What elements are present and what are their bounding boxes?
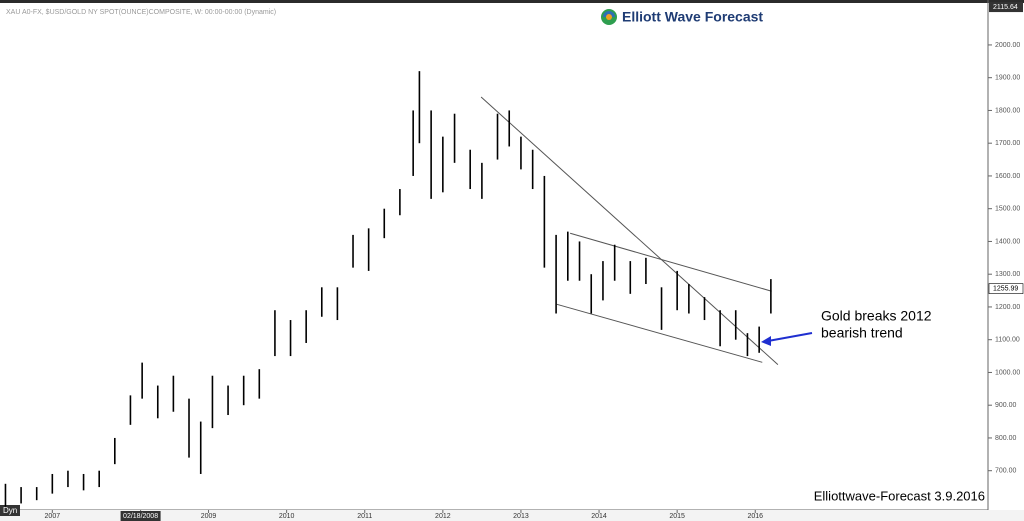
y-tick-label: 1600.00 [995,173,1020,180]
y-tick-label: 1000.00 [995,369,1020,376]
y-tick-label: 1900.00 [995,75,1020,82]
y-tick-label: 1200.00 [995,304,1020,311]
trendline [556,303,763,363]
annotation: bearish trend [821,325,903,341]
price-label: 2115.64 [993,4,1018,11]
y-tick-label: 1700.00 [995,140,1020,147]
x-highlight-box [120,511,161,521]
y-tick-label: 1100.00 [995,337,1020,344]
corner-box [0,505,20,516]
y-tick-label: 1300.00 [995,271,1020,278]
trendline [570,232,772,292]
trendline [480,96,779,365]
corner-label: Dyn [3,506,17,515]
x-tick-label: 2009 [201,513,217,520]
x-tick-label: 02/18/2008 [123,513,158,520]
x-tick-label: 2007 [45,513,61,520]
top-border [0,0,1024,3]
x-tick-label: 2015 [669,513,685,520]
logo-text: Elliott Wave Forecast [622,9,763,25]
price-label-box [989,2,1023,13]
y-tick-label: 1800.00 [995,107,1020,114]
y-tick-label: 800.00 [995,435,1017,442]
x-tick-label: 2014 [591,513,607,520]
x-tick-label: 2010 [279,513,295,520]
y-tick-label: 900.00 [995,402,1017,409]
x-tick-label: 2012 [435,513,451,520]
x-tick-label: 2013 [513,513,529,520]
annotation-arrow [761,332,813,346]
price-label: 1255.99 [993,285,1018,292]
y-tick-label: 1500.00 [995,206,1020,213]
x-axis-band [0,510,1024,521]
y-tick-label: 2000.00 [995,42,1020,49]
x-tick-label: 2011 [357,513,372,520]
price-label-box [988,283,1024,294]
header: XAU A0-FX, $USD/GOLD NY SPOT(OUNCE)COMPO… [6,9,276,16]
x-tick-label: 2016 [747,513,763,520]
logo-icon [601,9,617,25]
annotation: Gold breaks 2012 [821,308,932,324]
footer: Elliottwave-Forecast 3.9.2016 [814,488,985,503]
y-tick-label: 1400.00 [995,238,1020,245]
y-tick-label: 700.00 [995,468,1017,475]
